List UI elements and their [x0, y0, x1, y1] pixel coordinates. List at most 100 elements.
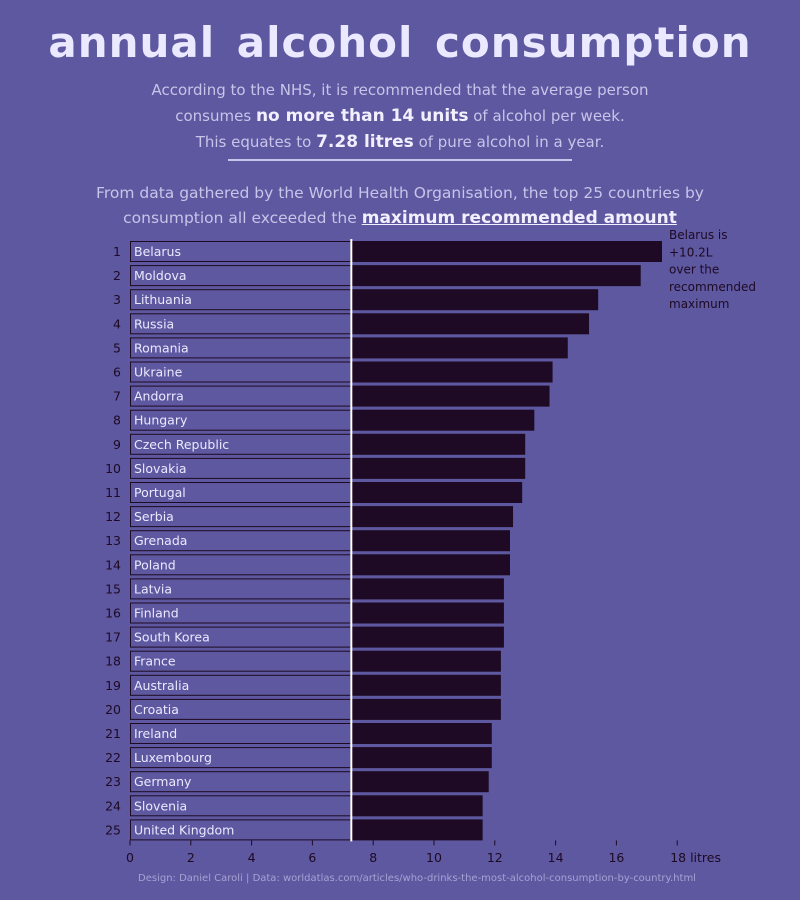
subtitle-line-2-pre: consumption all exceeded the — [123, 209, 357, 227]
intro-line-2: consumes no more than 14 units of alcoho… — [0, 103, 800, 129]
country-label: France — [134, 654, 176, 669]
bar-8 — [351, 409, 535, 431]
country-label: Serbia — [134, 509, 174, 524]
rank-label: 15 — [105, 581, 121, 596]
x-tick-label: 2 — [187, 850, 195, 865]
intro-line-3: This equates to 7.28 litres of pure alco… — [0, 129, 800, 155]
rank-label: 7 — [113, 389, 121, 404]
country-label: Ukraine — [134, 365, 183, 380]
subtitle-highlight: maximum recommended amount — [361, 208, 677, 228]
annotation-line: recommended — [669, 280, 756, 294]
rank-label: 1 — [113, 244, 121, 259]
rank-label: 21 — [105, 726, 121, 741]
x-tick-label: 4 — [248, 850, 256, 865]
country-label: Czech Republic — [134, 437, 229, 452]
intro-line-3-pre: This equates to — [195, 133, 312, 151]
annotation-line: +10.2L — [669, 245, 713, 259]
country-label: South Korea — [134, 630, 210, 645]
bar-14 — [351, 554, 510, 576]
country-label: Slovenia — [134, 798, 187, 813]
bar-6 — [351, 361, 553, 383]
country-label: Hungary — [134, 413, 188, 428]
rank-label: 14 — [105, 557, 121, 572]
x-tick-label: 10 — [426, 850, 442, 865]
bar-22 — [351, 747, 492, 769]
rank-label: 23 — [105, 774, 121, 789]
x-tick-label: 12 — [487, 850, 503, 865]
rank-label: 25 — [105, 822, 121, 837]
bar-21 — [351, 723, 492, 744]
bar-7 — [351, 385, 550, 407]
intro-line-1: According to the NHS, it is recommended … — [151, 81, 649, 99]
x-tick-label: 0 — [126, 850, 134, 865]
intro-line-2-post: of alcohol per week. — [473, 107, 625, 125]
country-label: Poland — [134, 557, 176, 572]
rank-label: 2 — [113, 268, 121, 283]
bar-10 — [351, 457, 526, 479]
rank-label: 8 — [113, 413, 121, 428]
country-label: Germany — [134, 774, 192, 789]
rank-label: 5 — [113, 340, 121, 355]
country-label: Australia — [134, 678, 189, 693]
country-label: United Kingdom — [134, 822, 234, 837]
annotation-line: maximum — [669, 297, 729, 311]
country-label: Croatia — [134, 702, 179, 717]
subtitle-line-2: consumption all exceeded the maximum rec… — [0, 206, 800, 231]
rank-label: 9 — [113, 437, 121, 452]
bar-2 — [351, 265, 641, 287]
rank-label: 20 — [105, 702, 121, 717]
bar-25 — [351, 819, 483, 841]
x-tick-label: 8 — [369, 850, 377, 865]
rank-label: 10 — [105, 461, 121, 476]
country-label: Lithuania — [134, 292, 192, 307]
rank-label: 24 — [105, 798, 121, 813]
bar-11 — [351, 482, 523, 503]
bar-12 — [351, 506, 514, 528]
credit-line: Design: Daniel Caroli | Data: worldatlas… — [138, 873, 696, 884]
bar-13 — [351, 530, 510, 552]
country-label: Slovakia — [134, 461, 186, 476]
bar-4 — [351, 313, 590, 335]
bar-16 — [351, 602, 504, 624]
bar-5 — [351, 337, 568, 359]
subtitle-line-1: From data gathered by the World Health O… — [96, 184, 704, 202]
subtitle: From data gathered by the World Health O… — [0, 181, 800, 231]
rank-label: 11 — [105, 485, 121, 500]
x-tick-label: 6 — [308, 850, 316, 865]
rank-label: 22 — [105, 750, 121, 765]
country-label: Moldova — [134, 268, 187, 283]
bar-3 — [351, 289, 599, 311]
rank-label: 6 — [113, 365, 121, 380]
bar-17 — [351, 626, 504, 648]
chart-title: annual alcohol consumption — [48, 18, 752, 67]
intro-text: According to the NHS, it is recommended … — [0, 77, 800, 155]
bar-1 — [351, 241, 662, 262]
rank-label: 13 — [105, 533, 121, 548]
bar-15 — [351, 578, 504, 600]
country-label: Latvia — [134, 581, 172, 596]
country-label: Romania — [134, 340, 189, 355]
intro-litres-highlight: 7.28 litres — [316, 132, 414, 152]
rank-label: 12 — [105, 509, 121, 524]
intro-line-3-post: of pure alcohol in a year. — [418, 133, 605, 151]
country-label: Portugal — [134, 485, 186, 500]
intro-line-2-pre: consumes — [175, 107, 252, 125]
country-label: Grenada — [134, 533, 187, 548]
annotation-line: over the — [669, 263, 719, 277]
annotation-line: Belarus is — [669, 228, 728, 242]
bar-9 — [351, 433, 526, 455]
rank-label: 16 — [105, 606, 121, 621]
rank-label: 18 — [105, 654, 121, 669]
x-tick-label: 16 — [608, 850, 624, 865]
x-tick-label: 18 litres — [670, 850, 721, 865]
rank-label: 3 — [113, 292, 121, 307]
country-label: Ireland — [134, 726, 177, 741]
country-label: Russia — [134, 316, 174, 331]
bar-24 — [351, 795, 483, 817]
x-tick-label: 14 — [548, 850, 564, 865]
rank-label: 17 — [105, 630, 121, 645]
intro-units-highlight: no more than 14 units — [255, 106, 469, 126]
country-label: Luxembourg — [134, 750, 212, 765]
country-label: Belarus — [134, 244, 181, 259]
